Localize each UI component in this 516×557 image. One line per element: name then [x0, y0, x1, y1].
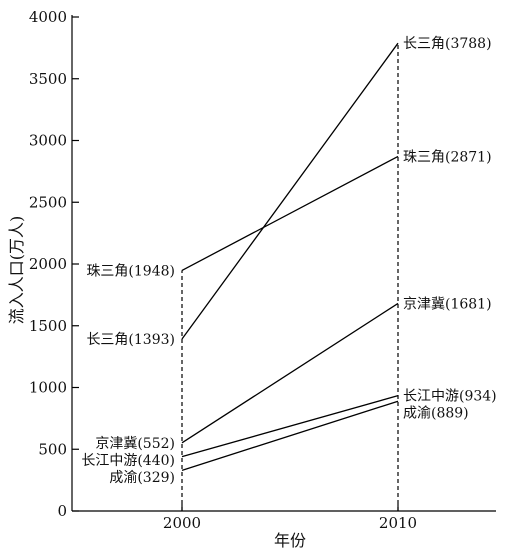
data-label: 成渝(889): [403, 406, 469, 422]
series-lines: [181, 42, 399, 471]
y-tick-label: 4000: [29, 8, 67, 26]
data-label: 京津冀(1681): [403, 296, 492, 312]
y-tick-label: 0: [57, 502, 67, 520]
y-tick-label: 1000: [29, 379, 67, 397]
x-tick-label: 2000: [163, 514, 201, 532]
y-axis-title: 流入人口(万人): [7, 216, 26, 325]
data-label: 珠三角(2871): [403, 149, 492, 165]
y-tick-label: 3500: [29, 70, 67, 88]
series-line-3: [181, 395, 399, 458]
y-ticks: 0 500 1000 1500 2000 2500 3000 3500 4000: [29, 8, 79, 520]
series-line-2: [181, 302, 399, 444]
y-tick-label: 3000: [29, 132, 67, 150]
data-label: 长三角(3788): [403, 36, 492, 52]
y-tick-label: 500: [38, 440, 67, 458]
data-label: 长三角(1393): [86, 332, 175, 348]
y-tick-label: 2000: [29, 255, 67, 273]
data-labels: 珠三角(1948) 长三角(1393) 京津冀(552)长江中游(440)成渝(32…: [81, 36, 496, 486]
drop-lines: [181, 43, 399, 511]
x-tick-label: 2010: [379, 514, 417, 532]
data-label: 珠三角(1948): [86, 263, 175, 279]
x-ticks: 2000 2010: [163, 504, 417, 532]
data-label: 京津冀(552): [95, 436, 175, 452]
data-label: 长江中游(440): [81, 453, 175, 469]
series-line-1: [181, 155, 399, 271]
data-label: 长江中游(934): [403, 389, 497, 405]
series-line-0: [181, 42, 399, 340]
y-tick-label: 2500: [29, 193, 67, 211]
y-tick-label: 1500: [29, 317, 67, 335]
axes: [71, 15, 496, 512]
data-label: 成渝(329): [109, 470, 175, 486]
series-line-4: [181, 400, 399, 471]
x-axis-title: 年份: [274, 531, 306, 550]
